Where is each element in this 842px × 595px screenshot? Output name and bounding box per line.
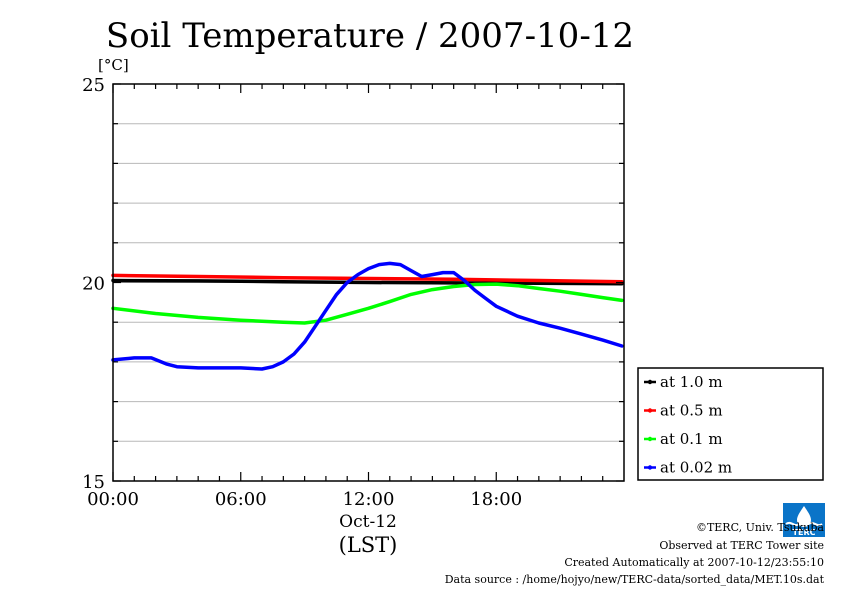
series-line <box>111 282 624 325</box>
legend-label: at 0.1 m <box>660 430 723 448</box>
chart-title: Soil Temperature / 2007-10-12 <box>106 16 634 56</box>
series-line <box>111 261 624 371</box>
series-line <box>111 278 624 286</box>
footer-created: Created Automatically at 2007-10-12/23:5… <box>564 556 824 569</box>
y-tick-label: 20 <box>82 274 105 295</box>
y-tick-label: 25 <box>82 75 105 96</box>
axis-ticks: 15 20 25 00:00 06:00 12:00 18:00 <box>82 75 624 510</box>
legend-items: at 1.0 m at 0.5 m at 0.1 m at 0.02 m <box>644 373 732 477</box>
terc-logo: TERC <box>783 503 825 537</box>
legend-marker <box>647 436 653 442</box>
series-line <box>111 273 624 284</box>
logo-wave-icon <box>785 521 823 527</box>
series-group <box>111 261 624 371</box>
legend-frame <box>637 367 824 481</box>
x-axis-label: (LST) <box>339 533 398 557</box>
footer-source: Data source : /home/hojyo/new/TERC-data/… <box>444 573 824 586</box>
x-tick-label: 06:00 <box>215 489 267 510</box>
logo-drop-icon <box>797 506 811 527</box>
x-tick-label: 00:00 <box>87 489 139 510</box>
legend-marker <box>647 408 653 413</box>
x-tick-label: 12:00 <box>343 489 395 510</box>
legend-marker <box>647 379 653 385</box>
legend-label: at 0.5 m <box>660 402 723 420</box>
x-tick-label: 18:00 <box>470 489 522 510</box>
logo-text: TERC <box>793 528 816 537</box>
y-axis-unit: [°C] <box>98 56 129 74</box>
x-date-label: Oct-12 <box>339 512 397 532</box>
legend: at 1.0 m at 0.5 m at 0.1 m at 0.02 m <box>637 367 824 481</box>
legend-marker <box>647 465 653 470</box>
footer-observed: Observed at TERC Tower site <box>659 539 824 552</box>
footer-copyright: ©TERC, Univ. Tsukuba <box>695 521 824 534</box>
legend-label: at 1.0 m <box>660 373 723 391</box>
y-tick-label: 15 <box>82 472 105 493</box>
legend-label: at 0.02 m <box>660 459 732 477</box>
